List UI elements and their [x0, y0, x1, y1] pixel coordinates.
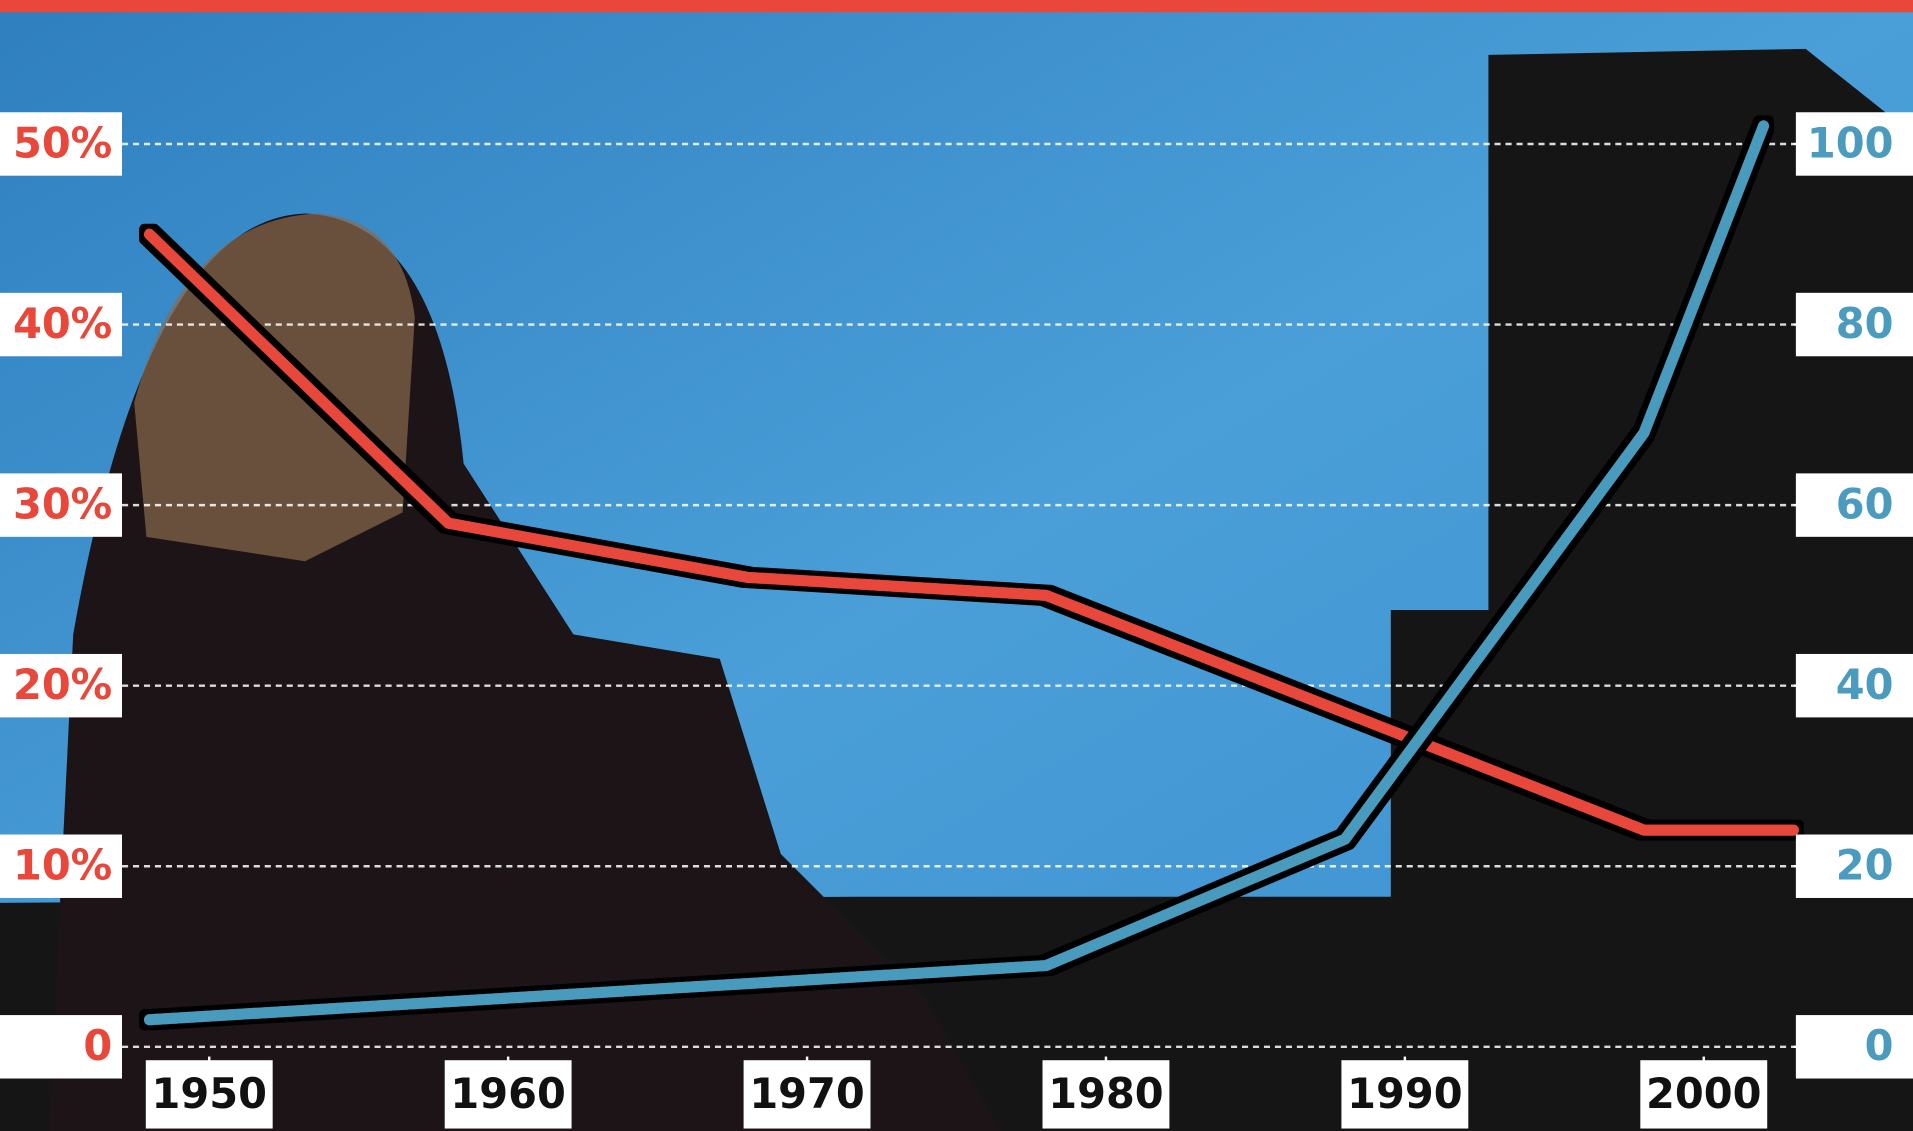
grid	[122, 142, 1801, 1062]
x-tick-label: 1970	[749, 1069, 864, 1118]
label-box	[1640, 1060, 1768, 1129]
label-box	[0, 653, 123, 718]
label-box	[0, 112, 123, 176]
top-bar	[0, 0, 1913, 13]
y-tick-label: 50%	[13, 118, 112, 167]
y2-tick-label: 60	[1836, 480, 1894, 529]
y2-tick-label: 100	[1807, 118, 1894, 167]
label-box	[145, 1060, 273, 1129]
lines	[143, 120, 1799, 1026]
y-tick-label: 0	[83, 1021, 112, 1070]
series-line	[143, 228, 1799, 836]
label-box	[0, 473, 123, 537]
x-tick-label: 2000	[1646, 1069, 1761, 1118]
label-box	[1795, 112, 1913, 176]
y2-tick-label: 0	[1865, 1021, 1894, 1070]
series-line	[143, 120, 1770, 1026]
label-box	[1795, 292, 1913, 357]
tv-silhouette	[0, 48, 1913, 1131]
label-box	[1795, 473, 1913, 537]
y-tick-label: 30%	[13, 480, 112, 529]
hair	[134, 213, 415, 562]
label-box	[743, 1060, 871, 1129]
y2-tick-label: 40	[1836, 660, 1894, 709]
label-box	[0, 292, 123, 357]
x-tick-label: 1980	[1048, 1069, 1163, 1118]
x-tick-label: 1960	[450, 1069, 565, 1118]
label-box	[0, 834, 123, 898]
label-box	[444, 1060, 572, 1129]
label-box	[1795, 1015, 1913, 1079]
y2-tick-label: 20	[1836, 841, 1894, 890]
y-tick-label: 10%	[13, 841, 112, 890]
y2-tick-label: 80	[1836, 299, 1894, 348]
x-tick-label: 1950	[152, 1069, 267, 1118]
label-box	[0, 1015, 123, 1079]
labels: 0 10% 20% 30% 40% 50% 0 20 40 60 80 100 1950 1960 1970…	[0, 112, 1913, 1129]
label-box	[1042, 1060, 1170, 1129]
y-tick-label: 40%	[13, 299, 112, 348]
x-tick-label: 1990	[1347, 1069, 1462, 1118]
label-box	[1795, 834, 1913, 898]
label-box	[1341, 1060, 1469, 1129]
y-tick-label: 20%	[13, 660, 112, 709]
label-box	[1795, 653, 1913, 718]
